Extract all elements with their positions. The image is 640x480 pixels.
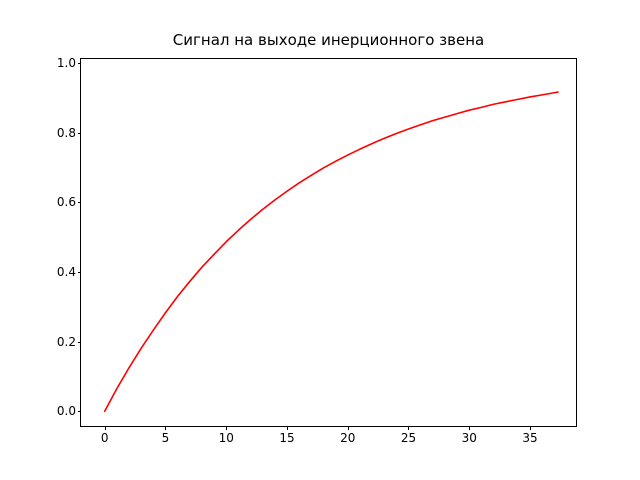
plot-line-svg <box>103 91 559 413</box>
y-tick-label: 0.4 <box>56 265 76 280</box>
x-tick-mark <box>347 426 349 430</box>
y-tick-mark <box>77 63 81 65</box>
y-tick-mark <box>77 202 81 204</box>
x-tick-label: 25 <box>400 431 417 445</box>
y-tick-label: 0.0 <box>56 404 76 419</box>
y-tick-mark <box>77 272 81 274</box>
x-tick-label: 10 <box>218 431 234 445</box>
y-tick-mark <box>77 132 81 134</box>
x-tick-mark <box>286 426 288 430</box>
x-tick-mark <box>469 426 471 430</box>
x-tick-label: 0 <box>100 431 109 445</box>
x-tick-label: 30 <box>461 431 477 445</box>
y-tick-mark <box>77 341 81 343</box>
x-tick-mark <box>530 426 531 430</box>
y-tick-label: 0.2 <box>56 334 76 349</box>
x-tick-mark <box>408 426 410 430</box>
x-tick-label: 35 <box>522 431 538 445</box>
x-tick-label: 5 <box>161 431 170 445</box>
x-tick-mark <box>165 426 167 430</box>
data-series-line <box>103 91 559 413</box>
y-tick-label: 0.6 <box>56 195 76 210</box>
y-tick-label: 0.8 <box>56 125 76 140</box>
x-tick-label: 15 <box>279 431 295 445</box>
y-tick-mark <box>77 411 81 413</box>
x-tick-mark <box>104 426 106 430</box>
x-tick-label: 20 <box>340 431 356 445</box>
y-tick-label: 1.0 <box>56 56 76 71</box>
x-tick-mark <box>226 426 228 430</box>
plot-axes: 0.0 0.2 0.4 0.6 0.8 1.0 0 5 10 15 20 25 30 35 <box>57 57 577 444</box>
chart-title: Сигнал на выходе инерционного звена <box>172 31 485 49</box>
